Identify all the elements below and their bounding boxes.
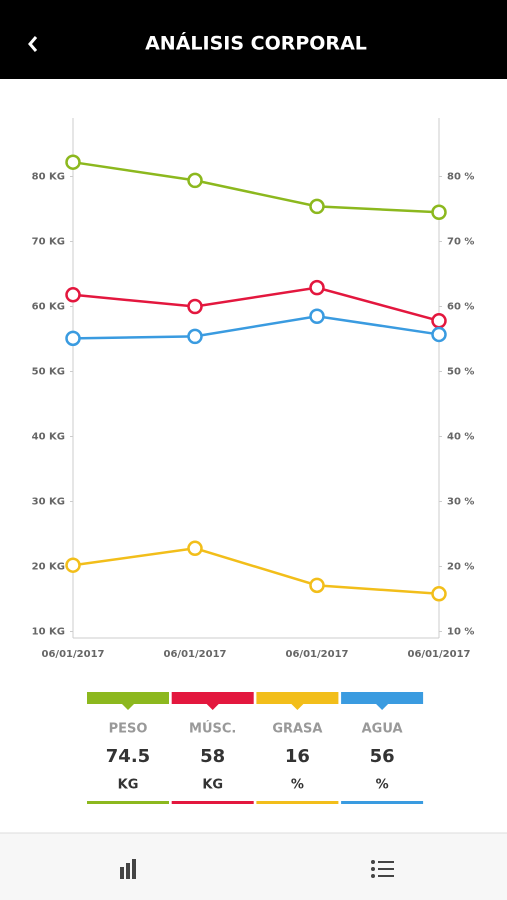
y-tick-label: 70 KG xyxy=(32,237,65,248)
point xyxy=(187,540,203,557)
point xyxy=(431,326,447,343)
summary-unit: % xyxy=(291,778,304,793)
legend-underline xyxy=(256,801,339,804)
y-tick-label: 60 KG xyxy=(32,302,65,313)
list-tab-icon[interactable] xyxy=(371,860,394,878)
point xyxy=(187,328,203,345)
legend-pointer xyxy=(291,704,304,710)
point xyxy=(431,313,447,329)
series-line xyxy=(72,160,440,214)
y-tick-label: 30 KG xyxy=(32,497,65,508)
legend-bar xyxy=(256,692,339,704)
legend-bar xyxy=(341,692,424,704)
legend-pointer xyxy=(376,704,389,710)
point xyxy=(187,298,203,315)
point xyxy=(65,557,81,573)
point xyxy=(65,330,81,347)
series-line xyxy=(72,314,440,340)
summary-value: 74.5 xyxy=(106,746,150,767)
chart-tab-icon[interactable] xyxy=(120,859,136,879)
point xyxy=(431,586,447,602)
legend-name: PESO xyxy=(109,722,148,737)
x-tick-label: 06/01/2017 xyxy=(42,649,105,660)
point xyxy=(187,172,203,189)
point xyxy=(65,154,81,170)
point xyxy=(309,577,325,594)
y-tick-label: 40 KG xyxy=(32,432,65,443)
point xyxy=(431,204,447,220)
series-line xyxy=(72,547,440,596)
legend-underline xyxy=(87,801,169,804)
y2-tick-label: 10 % xyxy=(447,627,474,638)
legend-name: GRASA xyxy=(272,722,322,737)
x-tick-label: 06/01/2017 xyxy=(408,649,471,660)
summary-value: 56 xyxy=(370,746,395,767)
y2-tick-label: 70 % xyxy=(447,237,474,248)
y-tick-label: 80 KG xyxy=(32,172,65,183)
y2-tick-label: 30 % xyxy=(447,497,474,508)
legend-pointer xyxy=(206,704,219,710)
point xyxy=(309,198,325,215)
summary-value: 16 xyxy=(285,746,310,767)
summary-unit: KG xyxy=(202,778,223,793)
bottom-bar xyxy=(0,833,507,900)
header-bar xyxy=(0,0,507,79)
legend-name: AGUA xyxy=(362,722,403,737)
y-tick-label: 20 KG xyxy=(32,562,65,573)
header-title: ANÁLISIS CORPORAL xyxy=(145,32,367,55)
y-tick-label: 50 KG xyxy=(32,367,65,378)
y-tick-label: 10 KG xyxy=(32,627,65,638)
summary-unit: % xyxy=(376,778,389,793)
summary-unit: KG xyxy=(118,778,139,793)
y2-tick-label: 50 % xyxy=(447,367,474,378)
legend-bar xyxy=(87,692,169,704)
point xyxy=(309,279,325,296)
legend-name: MÚSC. xyxy=(189,721,236,737)
summary-value: 58 xyxy=(200,746,225,767)
y2-tick-label: 80 % xyxy=(447,172,474,183)
x-tick-label: 06/01/2017 xyxy=(286,649,349,660)
series-line xyxy=(72,286,440,323)
point xyxy=(65,287,81,303)
y2-tick-label: 40 % xyxy=(447,432,474,443)
legend-underline xyxy=(171,801,254,804)
y2-tick-label: 60 % xyxy=(447,302,474,313)
back-button[interactable] xyxy=(28,36,38,52)
point xyxy=(309,308,325,324)
x-tick-label: 06/01/2017 xyxy=(164,649,227,660)
legend-pointer xyxy=(122,704,134,710)
legend-underline xyxy=(341,801,424,804)
legend-bar xyxy=(171,692,254,704)
y2-tick-label: 20 % xyxy=(447,562,474,573)
